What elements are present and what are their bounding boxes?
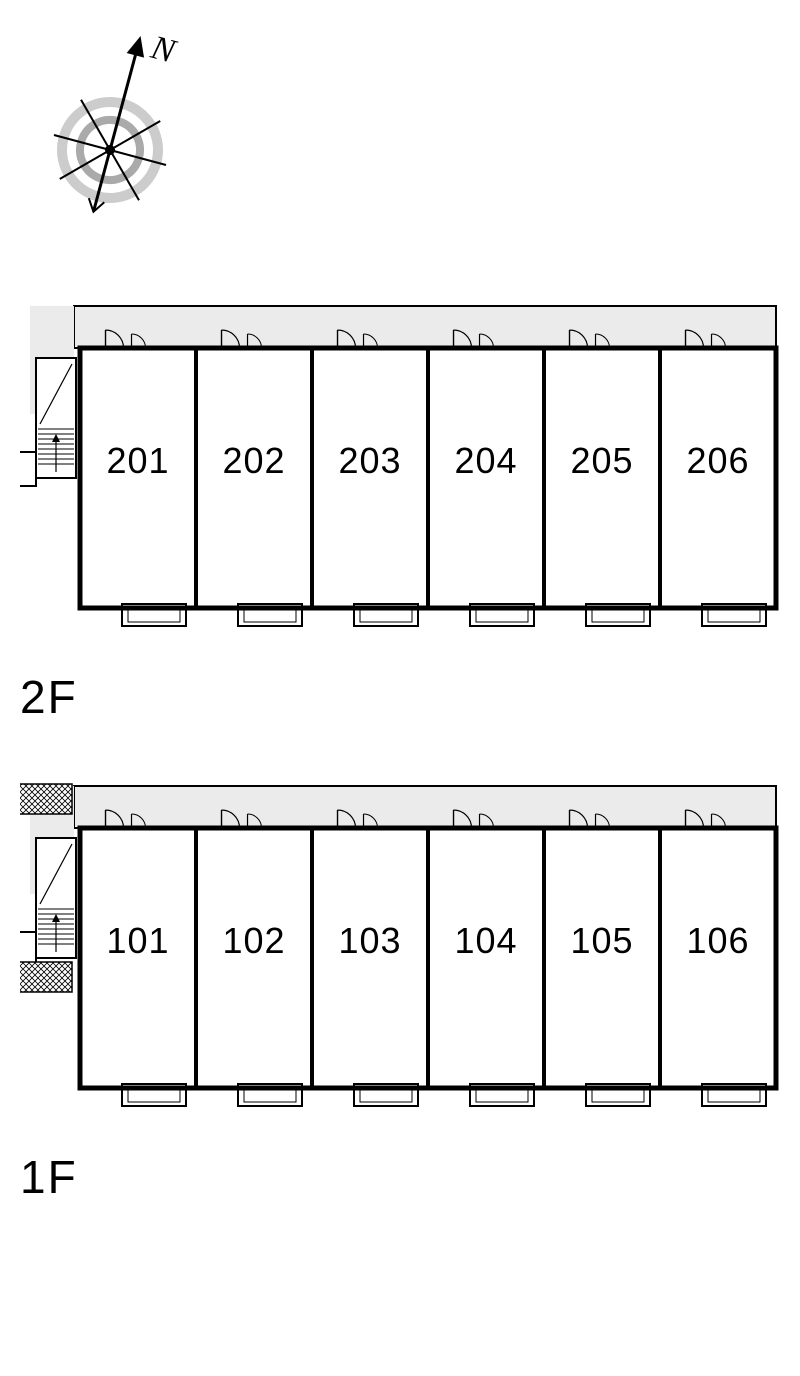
room-label: 104 <box>454 920 517 961</box>
floor-1-block: 101 102 103 104 105 106 1F <box>20 780 780 1204</box>
room-label: 102 <box>222 920 285 961</box>
floor-2-plan: 201 202 203 204 205 206 <box>20 300 780 660</box>
room-label: 205 <box>570 440 633 481</box>
floor-1-plan: 101 102 103 104 105 106 <box>20 780 780 1140</box>
room-label: 101 <box>106 920 169 961</box>
room-label: 105 <box>570 920 633 961</box>
svg-text:N: N <box>146 29 181 71</box>
compass-icon: N <box>30 20 200 235</box>
room-label: 206 <box>686 440 749 481</box>
floor-2-block: 201 202 203 204 205 206 2F <box>20 300 780 724</box>
floor-2-label: 2F <box>20 670 780 724</box>
room-label: 202 <box>222 440 285 481</box>
floor-1-label: 1F <box>20 1150 780 1204</box>
room-label: 106 <box>686 920 749 961</box>
room-label: 103 <box>338 920 401 961</box>
room-label: 203 <box>338 440 401 481</box>
room-label: 201 <box>106 440 169 481</box>
room-label: 204 <box>454 440 517 481</box>
